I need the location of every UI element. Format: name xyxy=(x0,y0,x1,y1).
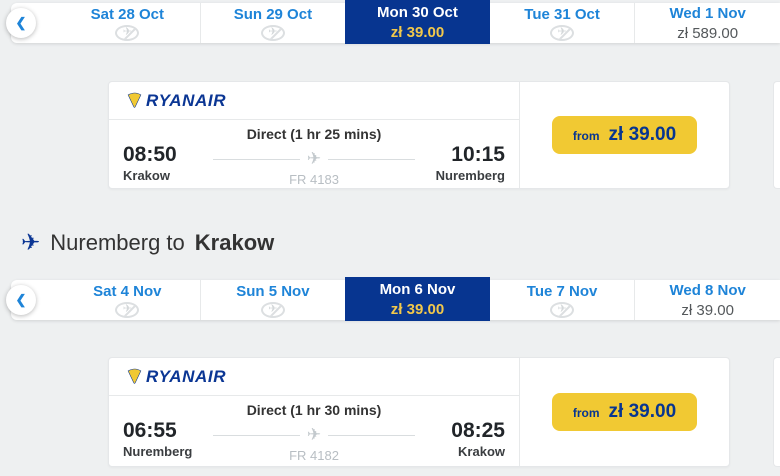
date-tab-mon-6-nov-selected[interactable]: Mon 6 Nov zł 39.00 xyxy=(345,277,490,321)
flight-number: FR 4182 xyxy=(289,448,339,463)
departure: 06:55 Nuremberg xyxy=(123,419,203,459)
from-label: from xyxy=(572,129,600,143)
airline-name: RYANAIR xyxy=(146,366,227,386)
route-text: Nuremberg to xyxy=(50,230,185,255)
fare-price: zł 39.00 xyxy=(608,124,677,145)
route-line: ✈ FR 4182 xyxy=(203,419,425,463)
departure: 08:50 Krakow xyxy=(123,143,203,183)
departure-city: Nuremberg xyxy=(123,444,193,459)
route-line-right xyxy=(328,434,415,436)
flight-details: RYANAIR Direct (1 hr 30 mins) 06:55 Nure… xyxy=(109,358,519,466)
date-tab-sat-4-nov[interactable]: Sat 4 Nov ✈ xyxy=(55,280,200,320)
select-fare-button[interactable]: from zł 39.00 xyxy=(551,393,698,431)
flight-info: Direct (1 hr 30 mins) 06:55 Nuremberg ✈ … xyxy=(109,396,519,471)
date-tab-wed-8-nov[interactable]: Wed 8 Nov zł 39.00 xyxy=(634,280,780,320)
date-tab-sat-28-oct[interactable]: Sat 28 Oct ✈ xyxy=(55,3,200,43)
next-flight-card-peek xyxy=(773,357,780,467)
outbound-date-strip: ❮ Sat 28 Oct ✈ Sun 29 Oct ✈ Mon 30 Oct z… xyxy=(6,0,780,44)
route-line: ✈ FR 4183 xyxy=(203,143,425,187)
chevron-left-icon[interactable]: ❮ xyxy=(6,285,36,315)
route-line-left xyxy=(213,158,300,160)
date-tab-mon-30-oct-selected[interactable]: Mon 30 Oct zł 39.00 xyxy=(345,0,490,44)
plane-icon: ✈ xyxy=(306,425,322,444)
date-tab-price: zł 39.00 xyxy=(390,23,445,41)
arrival-city: Nuremberg xyxy=(435,168,505,183)
date-tab-label: Sun 5 Nov xyxy=(236,283,310,300)
flight-details: RYANAIR Direct (1 hr 25 mins) 08:50 Krak… xyxy=(109,82,519,188)
fare-price: zł 39.00 xyxy=(608,401,677,422)
date-tab-wed-1-nov[interactable]: Wed 1 Nov zł 589.00 xyxy=(634,3,780,43)
next-flight-card-peek xyxy=(773,81,780,189)
date-tab-sun-5-nov[interactable]: Sun 5 Nov ✈ xyxy=(199,280,346,320)
no-flights-icon: ✈ xyxy=(115,25,140,41)
ryanair-harp-icon xyxy=(127,92,142,108)
route-line-left xyxy=(213,434,300,436)
no-flights-icon: ✈ xyxy=(115,302,140,318)
plane-icon: ✈ xyxy=(21,229,41,255)
arrival: 10:15 Nuremberg xyxy=(425,143,505,183)
arrival: 08:25 Krakow xyxy=(425,419,505,459)
date-tab-label: Sat 4 Nov xyxy=(93,283,162,300)
route-line-right xyxy=(328,158,415,160)
date-tab-label: Tue 31 Oct xyxy=(524,6,600,23)
departure-city: Krakow xyxy=(123,168,170,183)
return-date-tabs: Sat 4 Nov ✈ Sun 5 Nov ✈ Mon 6 Nov zł 39.… xyxy=(55,277,780,321)
date-tab-label: Mon 6 Nov xyxy=(379,280,456,298)
date-tab-price: zł 589.00 xyxy=(677,24,739,42)
airline-logo: RYANAIR xyxy=(109,358,519,396)
flight-info: Direct (1 hr 25 mins) 08:50 Krakow ✈ FR … xyxy=(109,120,519,195)
arrival-time: 08:25 xyxy=(451,419,505,442)
plane-icon: ✈ xyxy=(306,149,322,168)
arrival-city: Krakow xyxy=(458,444,505,459)
flight-number: FR 4183 xyxy=(289,172,339,187)
date-tab-label: Wed 1 Nov xyxy=(669,4,746,22)
date-tab-label: Wed 8 Nov xyxy=(669,281,746,299)
return-date-strip: ❮ Sat 4 Nov ✈ Sun 5 Nov ✈ Mon 6 Nov zł 3… xyxy=(6,277,780,321)
from-label: from xyxy=(572,406,600,420)
date-tab-label: Tue 7 Nov xyxy=(526,283,598,300)
fare-panel: from zł 39.00 xyxy=(519,82,729,188)
no-flights-icon: ✈ xyxy=(550,302,575,318)
departure-time: 08:50 xyxy=(123,143,177,166)
airline-name: RYANAIR xyxy=(146,90,227,110)
direct-duration-label: Direct (1 hr 25 mins) xyxy=(246,126,382,142)
date-tab-label: Sun 29 Oct xyxy=(233,6,313,23)
no-flights-icon: ✈ xyxy=(260,302,285,318)
outbound-date-tabs: Sat 28 Oct ✈ Sun 29 Oct ✈ Mon 30 Oct zł … xyxy=(55,0,780,44)
departure-time: 06:55 xyxy=(123,419,177,442)
date-tab-tue-31-oct[interactable]: Tue 31 Oct ✈ xyxy=(490,3,635,43)
no-flights-icon: ✈ xyxy=(260,25,285,41)
direct-duration-label: Direct (1 hr 30 mins) xyxy=(246,402,382,418)
date-tab-price: zł 39.00 xyxy=(681,301,734,319)
no-flights-icon: ✈ xyxy=(550,25,575,41)
airline-logo: RYANAIR xyxy=(109,82,519,120)
date-tab-price: zł 39.00 xyxy=(390,300,445,318)
select-fare-button[interactable]: from zł 39.00 xyxy=(551,116,698,154)
arrival-time: 10:15 xyxy=(451,143,505,166)
chevron-left-icon[interactable]: ❮ xyxy=(6,8,36,38)
fare-panel: from zł 39.00 xyxy=(519,358,729,466)
date-tab-label: Sat 28 Oct xyxy=(90,6,164,23)
return-flight-card: RYANAIR Direct (1 hr 30 mins) 06:55 Nure… xyxy=(108,357,730,467)
date-tab-sun-29-oct[interactable]: Sun 29 Oct ✈ xyxy=(199,3,346,43)
date-tab-tue-7-nov[interactable]: Tue 7 Nov ✈ xyxy=(490,280,635,320)
route-destination: Krakow xyxy=(194,230,275,255)
ryanair-harp-icon xyxy=(127,368,142,384)
date-tab-label: Mon 30 Oct xyxy=(377,3,458,21)
return-route-heading: ✈ Nuremberg to Krakow xyxy=(21,229,274,256)
outbound-flight-card: RYANAIR Direct (1 hr 25 mins) 08:50 Krak… xyxy=(108,81,730,189)
